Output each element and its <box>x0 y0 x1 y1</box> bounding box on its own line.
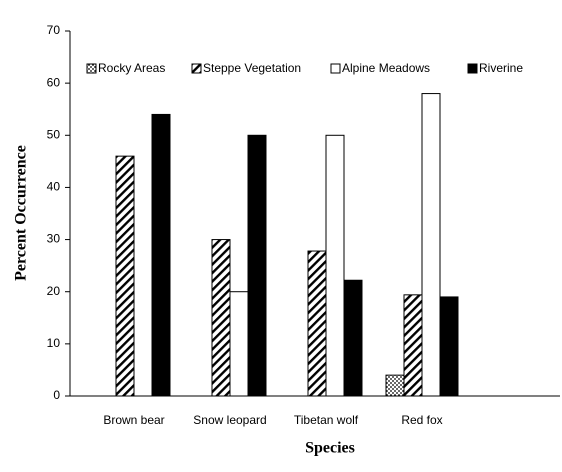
bar <box>439 296 459 397</box>
bar <box>247 134 267 397</box>
bar <box>211 239 231 397</box>
y-tick-label: 60 <box>47 75 61 89</box>
y-tick-label: 20 <box>47 284 61 298</box>
y-axis-title: Percent Occurrence <box>13 145 30 281</box>
y-tick-label: 40 <box>47 180 61 194</box>
bar <box>151 113 171 397</box>
bar <box>343 279 363 397</box>
y-tick-label: 50 <box>47 127 61 141</box>
bar <box>307 250 327 397</box>
legend-label: Steppe Vegetation <box>203 61 301 75</box>
legend-swatch <box>86 63 97 74</box>
legend-label: Riverine <box>479 61 523 75</box>
bar <box>229 291 249 397</box>
bar <box>115 155 135 397</box>
x-tick-label: Red fox <box>401 413 442 427</box>
legend-label: Rocky Areas <box>98 61 165 75</box>
x-tick-label: Snow leopard <box>193 413 266 427</box>
legend-swatch <box>467 63 478 74</box>
bar <box>385 374 405 397</box>
x-tick-label: Tibetan wolf <box>294 413 359 427</box>
bar <box>403 294 423 397</box>
bar <box>421 93 441 397</box>
y-tick-label: 0 <box>53 388 60 402</box>
legend-label: Alpine Meadows <box>342 61 430 75</box>
legend-swatch <box>191 63 202 74</box>
x-axis-title: Species <box>305 440 355 457</box>
legend-swatch <box>330 63 341 74</box>
y-tick-label: 30 <box>47 232 61 246</box>
bar <box>325 134 345 397</box>
x-tick-label: Brown bear <box>103 413 164 427</box>
y-tick-label: 10 <box>47 336 61 350</box>
y-tick-label: 70 <box>47 23 61 37</box>
